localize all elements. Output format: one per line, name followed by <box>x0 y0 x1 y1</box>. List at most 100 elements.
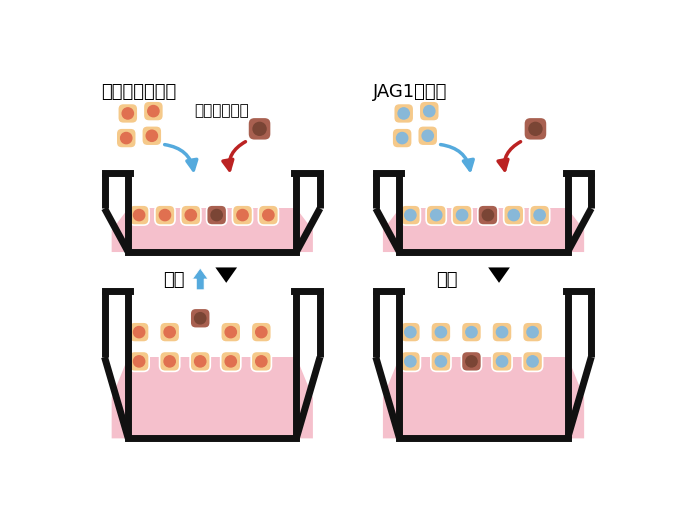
FancyBboxPatch shape <box>392 128 412 148</box>
FancyArrowPatch shape <box>223 142 246 170</box>
Polygon shape <box>568 208 584 252</box>
Circle shape <box>211 210 223 221</box>
Bar <box>128 208 296 252</box>
FancyBboxPatch shape <box>129 205 149 225</box>
Circle shape <box>120 132 132 144</box>
Circle shape <box>134 356 145 367</box>
Circle shape <box>186 210 197 221</box>
Circle shape <box>164 356 175 367</box>
Circle shape <box>160 210 171 221</box>
Circle shape <box>134 210 145 221</box>
Circle shape <box>256 326 267 338</box>
Circle shape <box>405 356 416 367</box>
FancyBboxPatch shape <box>251 351 272 372</box>
FancyBboxPatch shape <box>116 128 136 148</box>
FancyBboxPatch shape <box>220 322 241 342</box>
FancyBboxPatch shape <box>258 205 279 225</box>
Circle shape <box>195 356 206 367</box>
Bar <box>128 357 296 438</box>
FancyBboxPatch shape <box>522 351 543 372</box>
Polygon shape <box>488 267 510 283</box>
FancyBboxPatch shape <box>478 205 498 225</box>
Text: JAG1を抑制: JAG1を抑制 <box>372 82 447 101</box>
FancyBboxPatch shape <box>529 205 550 225</box>
FancyBboxPatch shape <box>129 351 149 372</box>
Text: 正常な角化細胞: 正常な角化細胞 <box>102 82 176 101</box>
Polygon shape <box>383 208 400 252</box>
Circle shape <box>466 326 477 338</box>
Circle shape <box>195 313 206 324</box>
Polygon shape <box>296 357 313 438</box>
FancyBboxPatch shape <box>400 205 421 225</box>
Circle shape <box>253 122 266 135</box>
FancyBboxPatch shape <box>160 351 180 372</box>
FancyArrow shape <box>193 268 208 290</box>
FancyBboxPatch shape <box>190 351 210 372</box>
FancyBboxPatch shape <box>248 117 271 140</box>
Circle shape <box>482 210 493 221</box>
FancyBboxPatch shape <box>155 205 175 225</box>
FancyBboxPatch shape <box>118 103 138 124</box>
FancyBboxPatch shape <box>492 322 512 342</box>
Circle shape <box>496 356 507 367</box>
FancyBboxPatch shape <box>452 205 472 225</box>
Circle shape <box>134 326 145 338</box>
FancyBboxPatch shape <box>393 103 414 124</box>
FancyBboxPatch shape <box>129 322 149 342</box>
Circle shape <box>456 210 468 221</box>
FancyArrowPatch shape <box>440 145 473 170</box>
FancyBboxPatch shape <box>461 322 482 342</box>
Polygon shape <box>112 208 128 252</box>
FancyArrowPatch shape <box>164 145 197 170</box>
Circle shape <box>146 130 158 142</box>
Circle shape <box>225 356 237 367</box>
Text: ダメージ細胞: ダメージ細胞 <box>195 103 249 119</box>
FancyBboxPatch shape <box>419 101 440 121</box>
Circle shape <box>405 326 416 338</box>
Text: 培養: 培養 <box>163 271 185 289</box>
FancyBboxPatch shape <box>430 351 451 372</box>
FancyBboxPatch shape <box>400 351 421 372</box>
Circle shape <box>256 356 267 367</box>
FancyBboxPatch shape <box>181 205 201 225</box>
Circle shape <box>405 210 416 221</box>
FancyBboxPatch shape <box>522 322 543 342</box>
Circle shape <box>435 356 447 367</box>
Circle shape <box>164 326 175 338</box>
Circle shape <box>466 356 477 367</box>
Circle shape <box>529 122 542 135</box>
FancyBboxPatch shape <box>190 308 210 328</box>
Bar <box>400 357 568 438</box>
Circle shape <box>262 210 274 221</box>
FancyBboxPatch shape <box>232 205 253 225</box>
FancyBboxPatch shape <box>251 322 272 342</box>
FancyBboxPatch shape <box>418 126 438 146</box>
Polygon shape <box>383 357 400 438</box>
FancyBboxPatch shape <box>504 205 524 225</box>
FancyBboxPatch shape <box>524 117 547 140</box>
Circle shape <box>396 132 408 144</box>
Circle shape <box>225 326 237 338</box>
Circle shape <box>422 130 433 142</box>
Bar <box>400 208 568 252</box>
FancyBboxPatch shape <box>160 322 180 342</box>
Circle shape <box>424 105 435 117</box>
Circle shape <box>496 326 507 338</box>
FancyBboxPatch shape <box>492 351 512 372</box>
FancyBboxPatch shape <box>220 351 241 372</box>
Circle shape <box>527 356 538 367</box>
Circle shape <box>237 210 248 221</box>
FancyBboxPatch shape <box>426 205 447 225</box>
Polygon shape <box>216 267 237 283</box>
FancyBboxPatch shape <box>141 126 162 146</box>
Polygon shape <box>296 208 313 252</box>
Circle shape <box>508 210 519 221</box>
FancyArrowPatch shape <box>498 142 521 170</box>
Circle shape <box>122 108 134 119</box>
Circle shape <box>148 105 159 117</box>
Polygon shape <box>112 357 128 438</box>
Circle shape <box>534 210 545 221</box>
Circle shape <box>430 210 442 221</box>
FancyBboxPatch shape <box>400 322 421 342</box>
FancyBboxPatch shape <box>206 205 227 225</box>
